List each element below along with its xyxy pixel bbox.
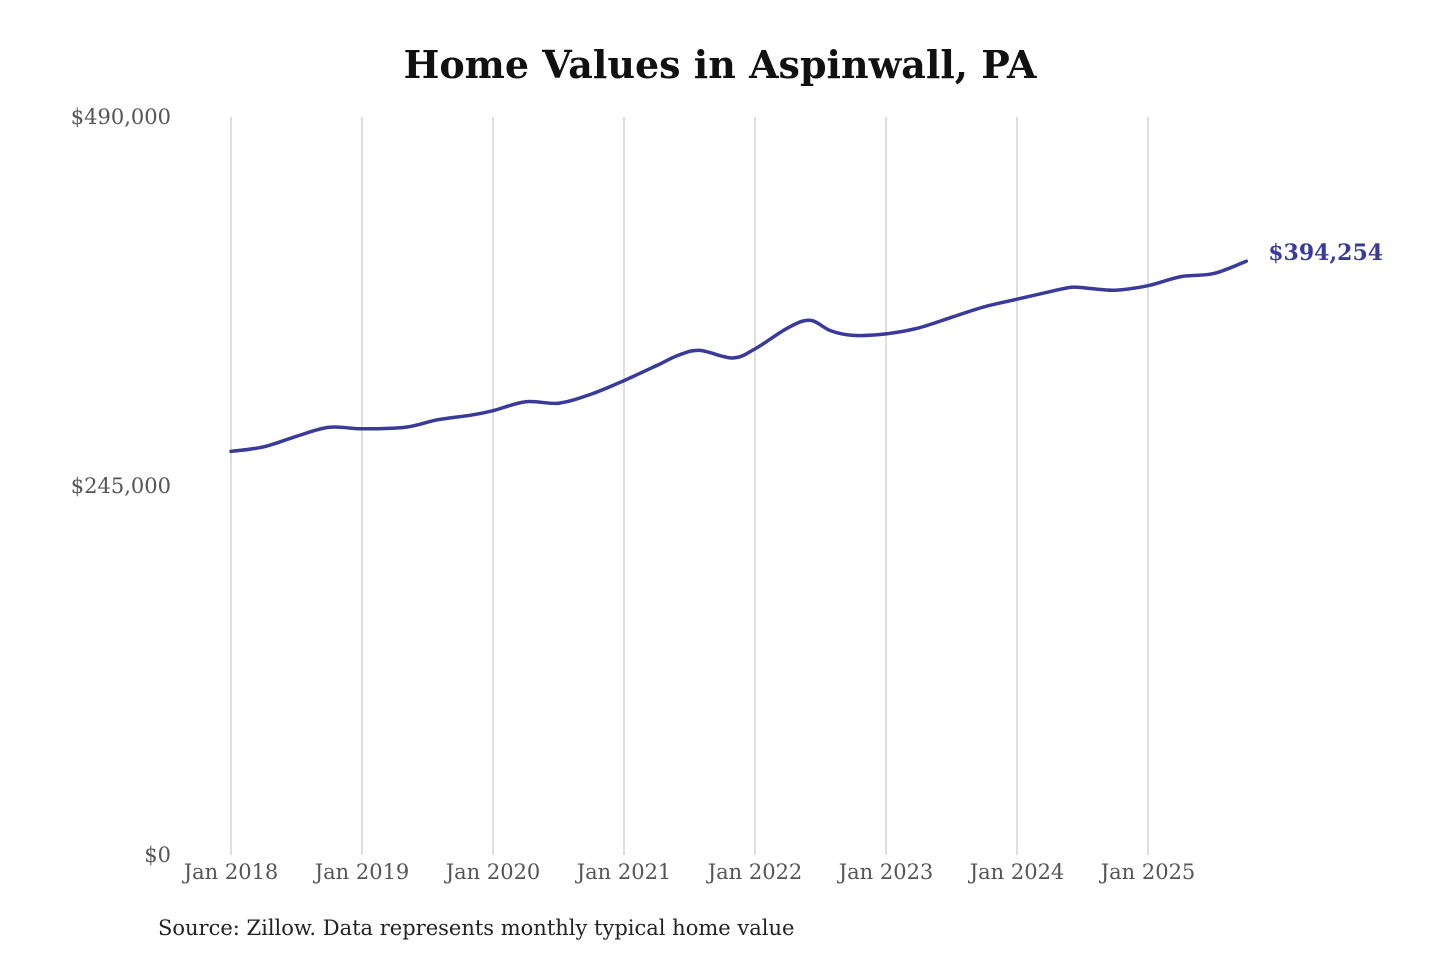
x-axis-ticks: Jan 2018 Jan 2019 Jan 2020 Jan 2021 Jan 2022… bbox=[182, 860, 1196, 884]
home-value-line bbox=[229, 259, 1249, 454]
y-axis-ticks: $0 $245,000 $490,000 bbox=[71, 105, 171, 867]
x-tick-label: Jan 2019 bbox=[313, 860, 410, 884]
y-tick-label: $490,000 bbox=[71, 105, 171, 129]
source-note: Source: Zillow. Data represents monthly … bbox=[158, 916, 795, 940]
x-tick-label: Jan 2025 bbox=[1099, 860, 1196, 884]
end-value-label: $394,254 bbox=[1268, 240, 1383, 266]
chart-title: Home Values in Aspinwall, PA bbox=[403, 42, 1037, 87]
x-tick-label: Jan 2021 bbox=[575, 860, 672, 884]
y-tick-label: $245,000 bbox=[71, 474, 171, 498]
x-tick-label: Jan 2022 bbox=[706, 860, 803, 884]
x-tick-label: Jan 2024 bbox=[968, 860, 1065, 884]
x-tick-label: Jan 2020 bbox=[444, 860, 541, 884]
x-tick-label: Jan 2018 bbox=[182, 860, 279, 884]
x-tick-label: Jan 2023 bbox=[837, 860, 934, 884]
gridlines bbox=[230, 117, 1149, 855]
y-tick-label: $0 bbox=[144, 843, 171, 867]
